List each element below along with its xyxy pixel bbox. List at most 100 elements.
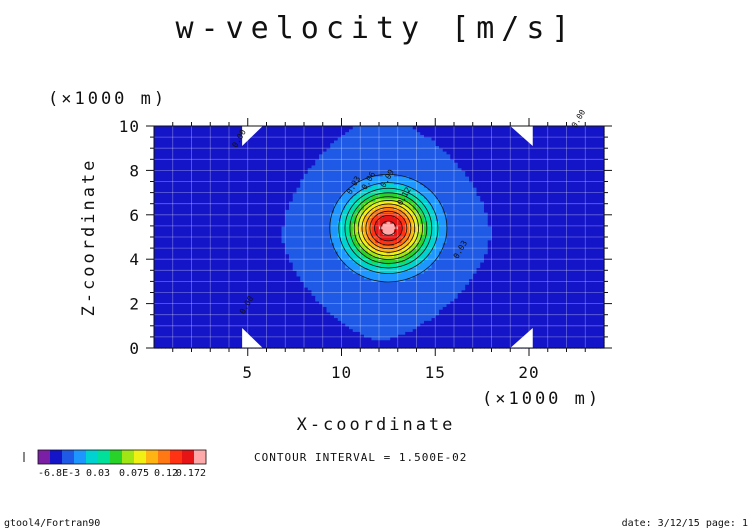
field-cell [202, 292, 208, 296]
field-cell [157, 281, 163, 285]
field-cell [330, 314, 335, 319]
field-cell [202, 131, 208, 135]
field-cell [292, 331, 298, 335]
field-cell [157, 253, 163, 258]
field-cell [345, 148, 350, 152]
field-cell [300, 137, 305, 141]
field-cell [251, 323, 256, 327]
field-cell [360, 148, 365, 152]
field-cell [154, 145, 159, 149]
field-cell [345, 311, 350, 316]
field-cell [232, 248, 238, 252]
field-cell [345, 323, 350, 327]
field-cell [307, 234, 313, 238]
field-cell [262, 253, 268, 258]
field-cell [165, 150, 170, 155]
field-cell [281, 309, 286, 313]
field-cell [274, 331, 279, 335]
field-cell [304, 345, 309, 349]
field-cell [270, 200, 275, 205]
field-cell [161, 250, 166, 255]
field-cell [349, 342, 354, 346]
field-cell [172, 331, 178, 335]
field-cell [180, 275, 185, 280]
field-cell [244, 150, 249, 155]
field-cell [229, 206, 234, 210]
field-cell [337, 164, 343, 169]
field-cell [367, 264, 373, 269]
field-cell [225, 306, 230, 310]
field-cell [289, 148, 294, 152]
field-cell [195, 181, 200, 185]
field-cell [352, 189, 358, 194]
field-cell [292, 137, 298, 141]
field-cell [262, 275, 268, 280]
field-cell [360, 278, 365, 283]
field-cell [206, 270, 211, 274]
field-cell [187, 164, 193, 169]
field-cell [195, 189, 200, 194]
field-cell [157, 189, 163, 194]
field-cell [154, 295, 159, 299]
field-cell [184, 248, 189, 252]
field-cell [214, 339, 219, 344]
field-cell [236, 242, 241, 246]
field-cell [180, 311, 185, 316]
field-cell [266, 270, 271, 274]
field-cell [281, 173, 286, 177]
field-cell [289, 278, 294, 283]
field-cell [154, 328, 159, 332]
field-cell [157, 206, 163, 210]
field-cell [326, 173, 331, 177]
field-cell [307, 259, 313, 263]
field-cell [292, 239, 298, 244]
field-cell [225, 253, 230, 258]
field-cell [225, 300, 230, 305]
field-cell [319, 148, 324, 152]
field-cell [330, 162, 335, 166]
field-cell [307, 339, 313, 344]
field-cell [319, 311, 324, 316]
field-cell [371, 175, 376, 180]
field-cell [311, 306, 316, 310]
field-cell [266, 323, 271, 327]
field-cell [311, 139, 316, 144]
field-cell [334, 217, 339, 221]
field-cell [322, 295, 328, 299]
field-cell [154, 173, 159, 177]
field-cell [154, 209, 159, 213]
field-cell [202, 192, 208, 196]
field-cell [337, 242, 343, 246]
field-cell [154, 212, 159, 216]
field-cell [236, 167, 241, 172]
field-cell [259, 253, 264, 258]
field-cell [236, 203, 241, 208]
field-cell [210, 170, 215, 174]
field-cell [386, 275, 391, 280]
field-cell [180, 281, 185, 285]
field-cell [337, 284, 343, 288]
field-cell [232, 137, 238, 141]
field-cell [206, 148, 211, 152]
field-cell [315, 153, 320, 158]
field-cell [296, 278, 301, 283]
field-cell [300, 300, 305, 305]
field-cell [349, 295, 354, 299]
field-cell [244, 237, 249, 241]
field-cell [251, 331, 256, 335]
field-cell [307, 159, 313, 163]
field-cell [322, 289, 328, 294]
field-cell [240, 156, 245, 160]
field-cell [382, 248, 388, 252]
field-cell [195, 167, 200, 172]
field-cell [206, 217, 211, 221]
field-cell [364, 342, 369, 346]
field-cell [232, 195, 238, 199]
field-cell [259, 192, 264, 196]
field-cell [180, 206, 185, 210]
field-cell [341, 128, 346, 133]
field-cell [352, 242, 358, 246]
field-cell [360, 153, 365, 158]
field-cell [165, 339, 170, 344]
field-cell [326, 334, 331, 338]
